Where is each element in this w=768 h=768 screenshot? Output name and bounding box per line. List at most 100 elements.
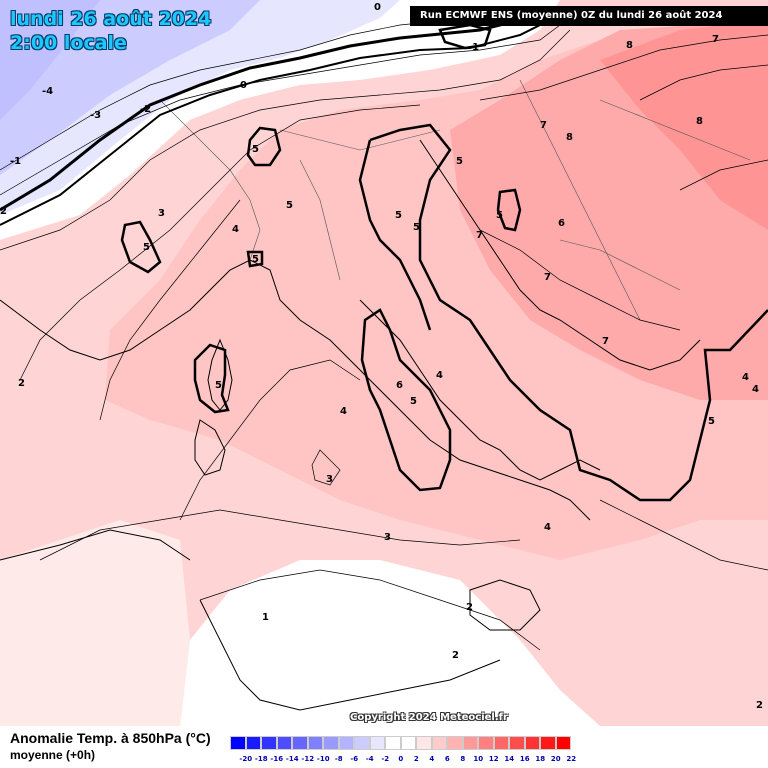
- contour-label: -3: [90, 110, 101, 121]
- contour-label: 7: [602, 336, 609, 347]
- color-swatch: [245, 736, 261, 750]
- anomaly-field-south-pale: [180, 560, 600, 726]
- contour-label: 0: [374, 2, 381, 13]
- contour-label: 2: [0, 206, 7, 217]
- contour-label: 3: [384, 532, 391, 543]
- color-swatch: [416, 736, 432, 750]
- contour-label: 4: [742, 372, 749, 383]
- color-scale-tick: -16: [270, 755, 284, 763]
- color-swatch: [369, 736, 385, 750]
- contour-label: 5: [413, 222, 420, 233]
- legend-bar: Anomalie Temp. à 850hPa (°C) moyenne (+0…: [0, 726, 768, 768]
- color-swatch: [524, 736, 540, 750]
- color-scale-tick: 2: [413, 755, 419, 763]
- forecast-time-title: 2:00 locale: [10, 32, 127, 54]
- color-swatch: [478, 736, 494, 750]
- color-scale-tick: 6: [444, 755, 450, 763]
- color-scale-tick: 16: [519, 755, 530, 763]
- parameter-subtitle: moyenne (+0h): [10, 748, 96, 762]
- contour-label: -2: [140, 104, 151, 115]
- copyright-text: Copyright 2024 Meteociel.fr: [350, 712, 508, 723]
- contour-label: 5: [496, 210, 503, 221]
- color-swatch: [354, 736, 370, 750]
- color-scale-tick: -14: [285, 755, 299, 763]
- parameter-label: Anomalie Temp. à 850hPa (°C): [10, 730, 211, 746]
- contour-label: 5: [395, 210, 402, 221]
- contour-label: 2: [756, 700, 763, 711]
- color-scale-tick: -10: [316, 755, 330, 763]
- color-scale-tick: 12: [488, 755, 499, 763]
- color-swatch: [261, 736, 277, 750]
- color-swatch: [385, 736, 401, 750]
- contour-label: 5: [410, 396, 417, 407]
- contour-label: -1: [10, 156, 21, 167]
- color-swatch: [292, 736, 308, 750]
- color-swatch: [447, 736, 463, 750]
- anomaly-field-southwest: [0, 520, 190, 726]
- contour-label: 3: [158, 208, 165, 219]
- contour-label: 5: [286, 200, 293, 211]
- contour-label: 5: [252, 254, 259, 265]
- contour-label: 5: [143, 242, 150, 253]
- contour-label: 4: [752, 384, 759, 395]
- color-scale-tick: 4: [429, 755, 435, 763]
- color-scale-tick: -20: [239, 755, 253, 763]
- color-scale-tick: 14: [504, 755, 515, 763]
- contour-label: 2: [466, 602, 473, 613]
- color-swatch: [323, 736, 339, 750]
- contour-label: 8: [566, 132, 573, 143]
- color-scale: [230, 736, 571, 750]
- contour-label: 4: [436, 370, 443, 381]
- contour-label: 7: [540, 120, 547, 131]
- color-scale-tick: 18: [535, 755, 546, 763]
- contour-label: 4: [232, 224, 239, 235]
- contour-label: -1: [468, 42, 479, 53]
- color-swatch: [540, 736, 556, 750]
- color-scale-tick: -18: [254, 755, 268, 763]
- color-swatch: [462, 736, 478, 750]
- color-swatch: [493, 736, 509, 750]
- color-scale-tick: -12: [301, 755, 315, 763]
- contour-label: 2: [452, 650, 459, 661]
- color-swatch: [276, 736, 292, 750]
- contour-label: 5: [215, 380, 222, 391]
- color-swatch: [400, 736, 416, 750]
- plus-five-contours: [120, 23, 768, 502]
- contour-label: 7: [544, 272, 551, 283]
- contour-label: 6: [558, 218, 565, 229]
- contour-label: -4: [42, 86, 53, 97]
- contour-label: 0: [240, 80, 247, 91]
- color-scale-tick: 0: [398, 755, 404, 763]
- color-scale-tick: -4: [365, 755, 374, 763]
- contour-label: 7: [476, 230, 483, 241]
- contour-label: 4: [340, 406, 347, 417]
- color-swatch: [509, 736, 525, 750]
- contour-label: 5: [456, 156, 463, 167]
- contour-label: 7: [712, 34, 719, 45]
- contour-label: 5: [708, 416, 715, 427]
- contour-label: 4: [544, 522, 551, 533]
- color-scale-tick: -6: [350, 755, 359, 763]
- run-info-banner: Run ECMWF ENS (moyenne) 0Z du lundi 26 a…: [410, 6, 768, 26]
- color-scale-tick: 20: [550, 755, 561, 763]
- color-scale-tick: 8: [460, 755, 466, 763]
- country-borders: [159, 79, 751, 321]
- contour-label: 1: [262, 612, 269, 623]
- color-swatch: [555, 736, 571, 750]
- color-scale-tick: 22: [566, 755, 577, 763]
- anomaly-field-zero-band: [0, 0, 560, 240]
- zero-anomaly-line: [0, 10, 561, 212]
- anomaly-contours: [0, 9, 768, 651]
- anomaly-field-coldest-nw: [0, 0, 100, 120]
- anomaly-field-8-plus: [600, 20, 768, 230]
- color-scale-tick: -2: [381, 755, 390, 763]
- color-scale-tick: 10: [473, 755, 484, 763]
- coastlines: [0, 139, 701, 711]
- contour-label: 2: [18, 378, 25, 389]
- color-swatch: [431, 736, 447, 750]
- color-scale-ticks: -20 -18 -16 -14 -12 -10 -8 -6 -4 -2 0 2 4 6 8 10 12 14 16 1…: [238, 755, 579, 763]
- contour-label: 8: [696, 116, 703, 127]
- color-swatch: [230, 736, 246, 750]
- contour-label: 5: [252, 144, 259, 155]
